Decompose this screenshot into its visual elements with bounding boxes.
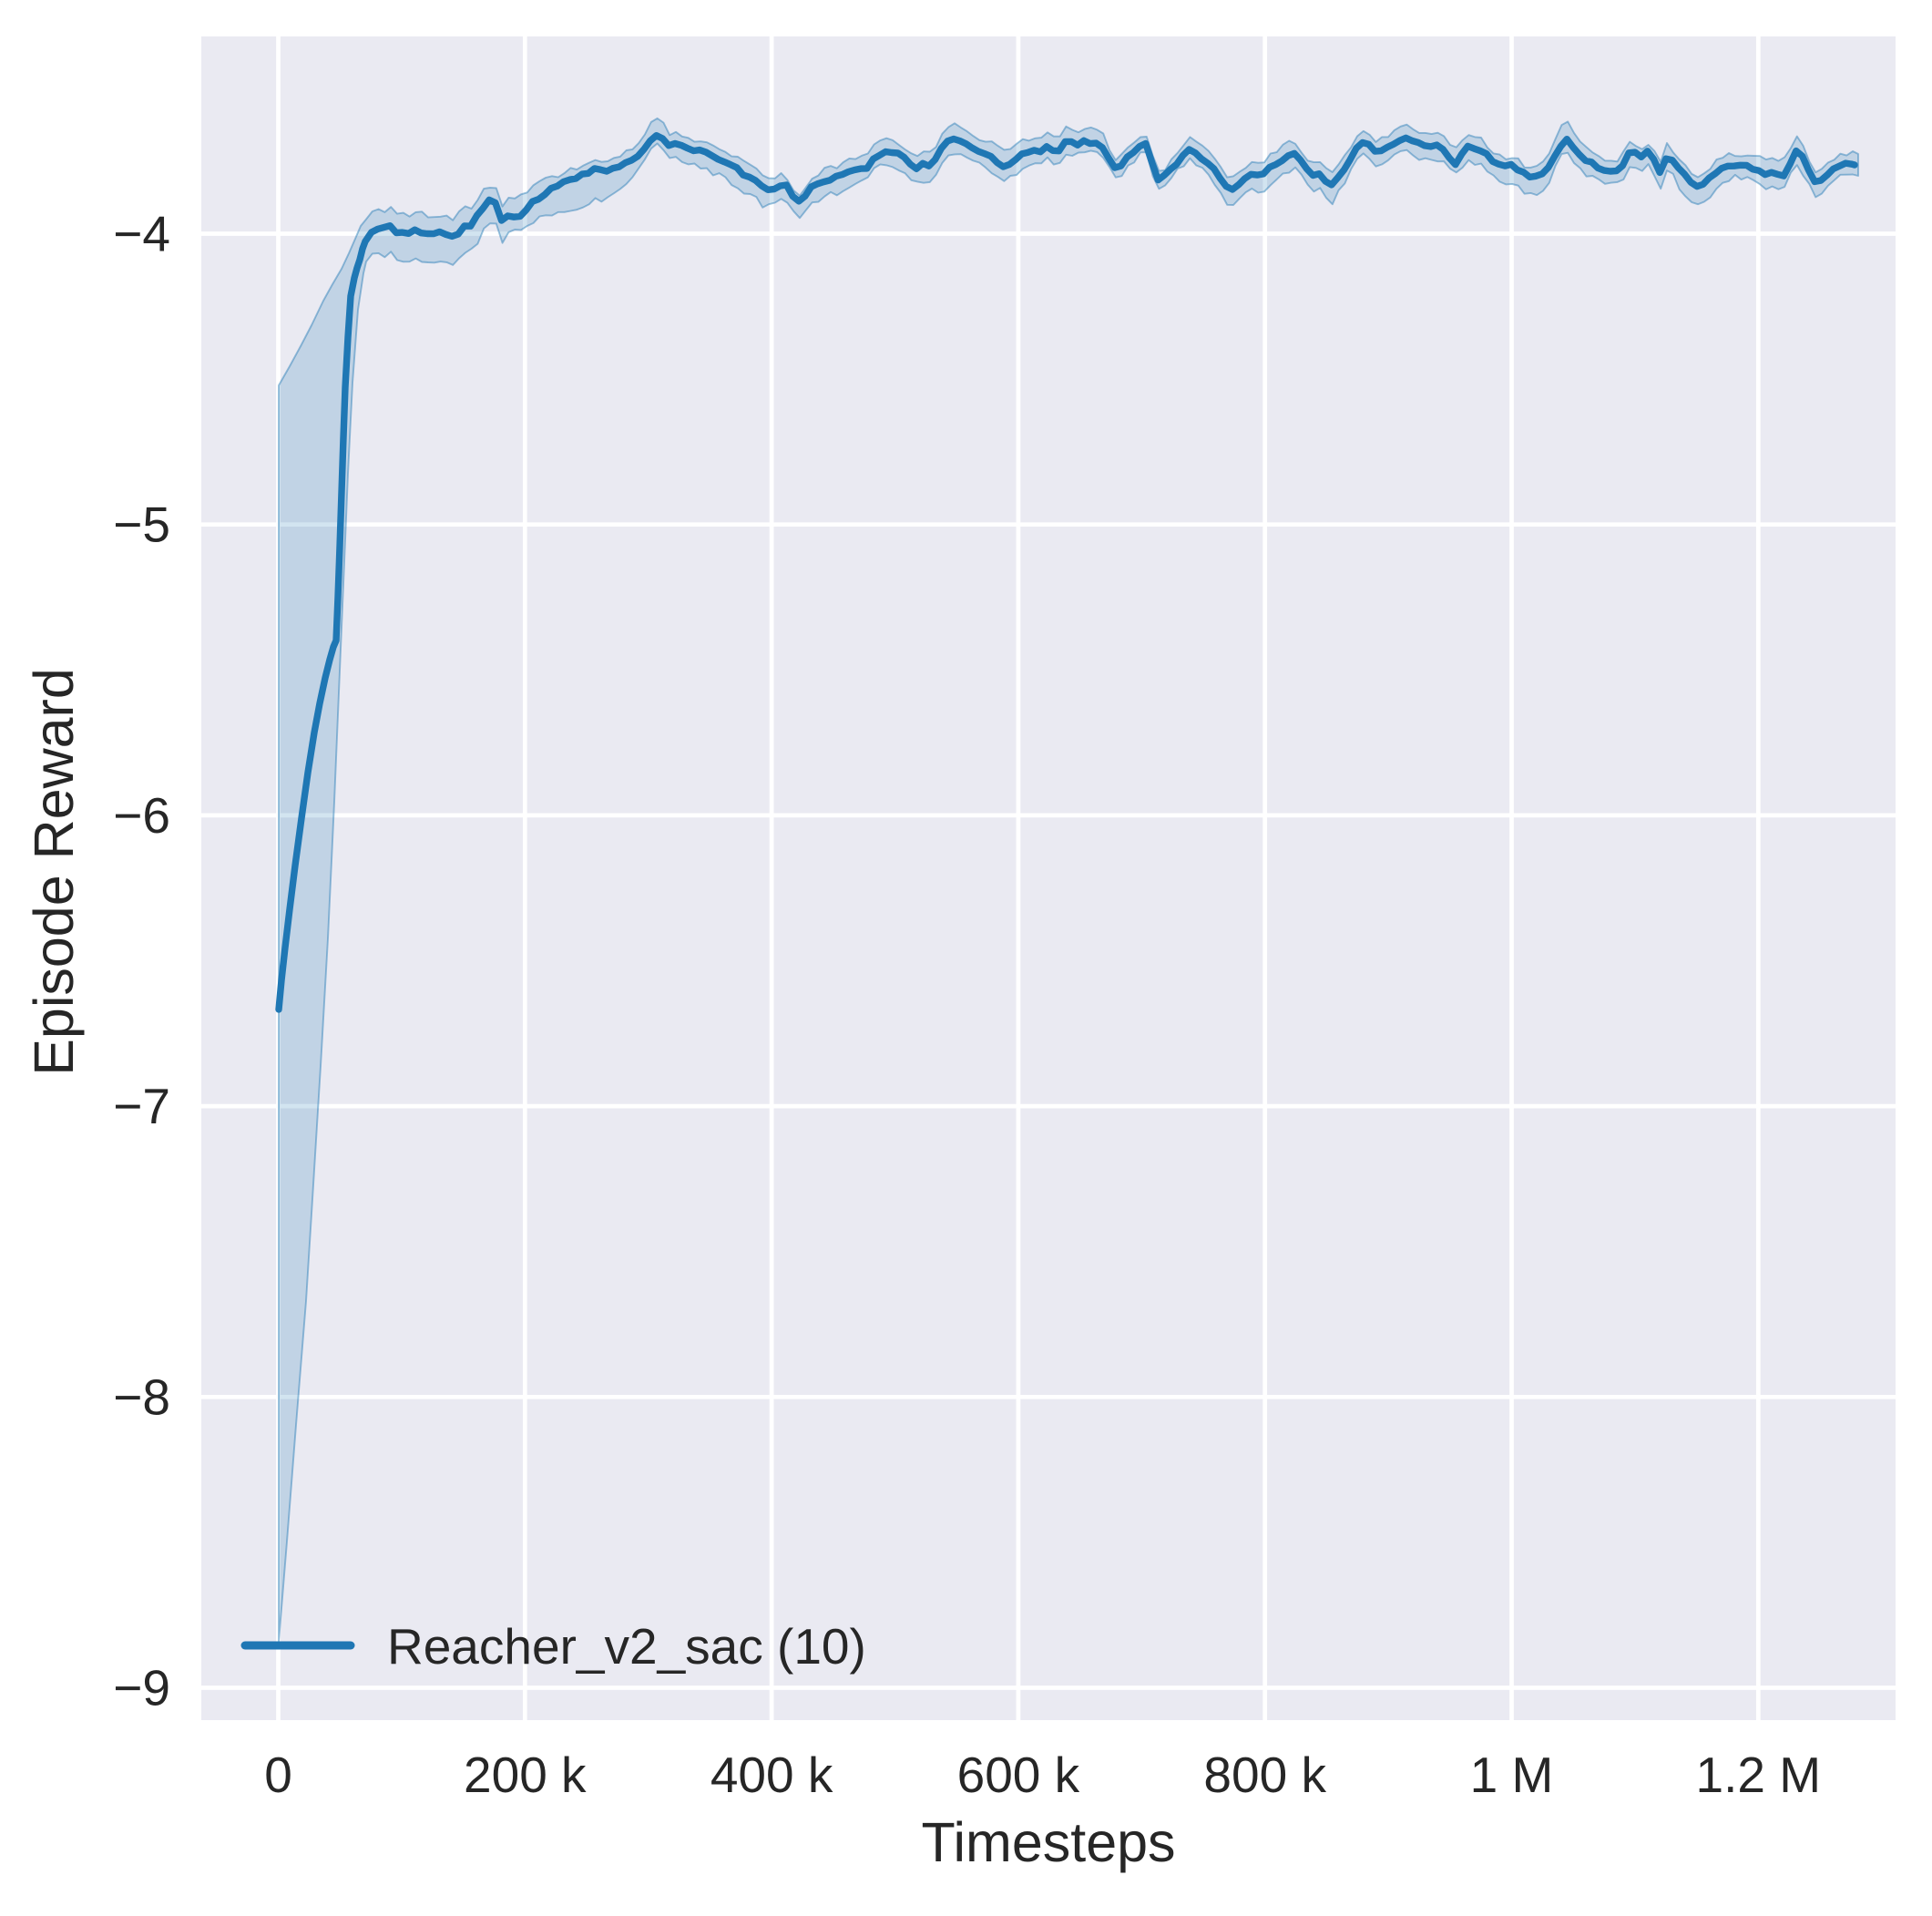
svg-text:Episode Reward: Episode Reward [23, 668, 85, 1076]
svg-text:−6: −6 [113, 787, 170, 844]
svg-text:1 M: 1 M [1470, 1747, 1554, 1803]
svg-text:200 k: 200 k [464, 1747, 587, 1803]
svg-text:600 k: 600 k [957, 1747, 1080, 1803]
svg-text:400 k: 400 k [710, 1747, 833, 1803]
svg-text:−9: −9 [113, 1660, 170, 1716]
svg-text:1.2 M: 1.2 M [1696, 1747, 1822, 1803]
svg-text:Reacher_v2_sac (10): Reacher_v2_sac (10) [387, 1618, 866, 1675]
svg-text:0: 0 [264, 1747, 292, 1803]
svg-text:−8: −8 [113, 1368, 170, 1425]
svg-text:Timesteps: Timesteps [921, 1811, 1175, 1873]
svg-text:−7: −7 [113, 1078, 170, 1134]
svg-text:−4: −4 [113, 206, 170, 262]
svg-text:800 k: 800 k [1203, 1747, 1326, 1803]
svg-text:−5: −5 [113, 497, 170, 553]
